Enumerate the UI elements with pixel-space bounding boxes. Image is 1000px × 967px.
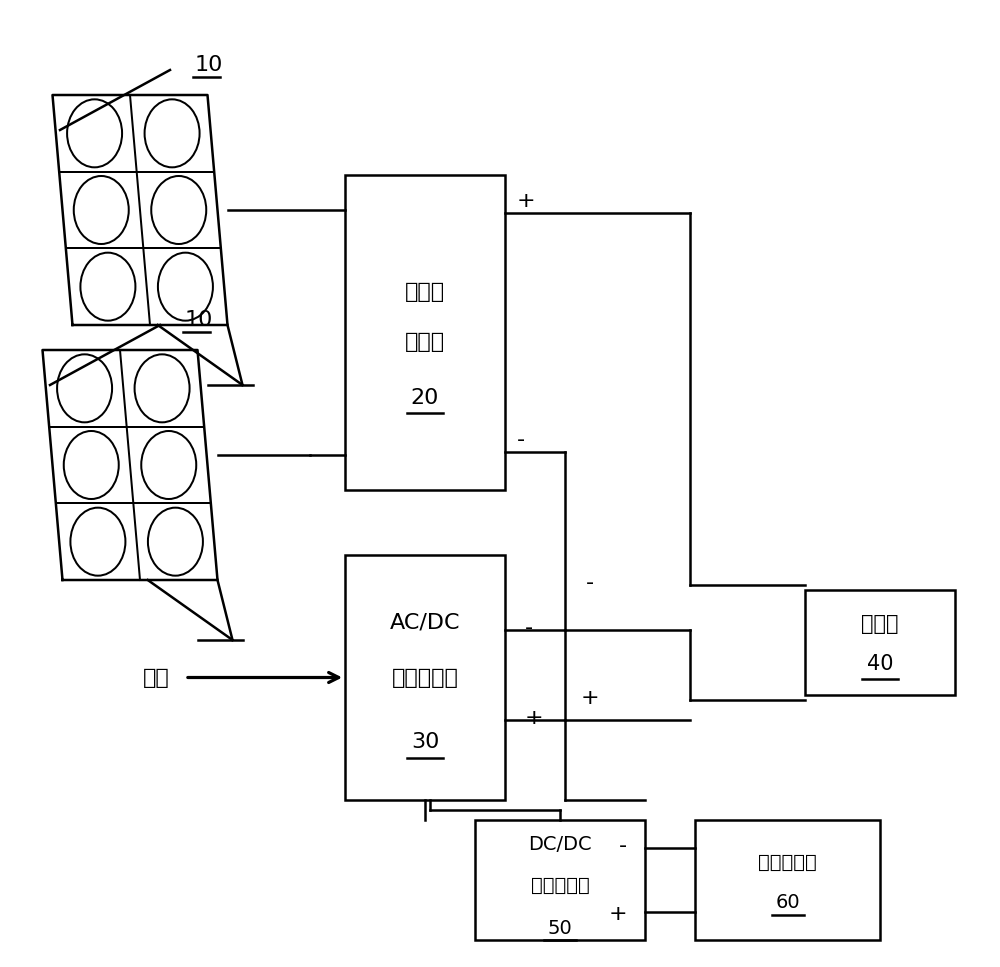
Text: 市电: 市电	[143, 667, 170, 688]
Text: 40: 40	[867, 655, 893, 675]
Text: +: +	[517, 191, 536, 211]
Text: 50: 50	[548, 919, 572, 937]
Bar	[805, 590, 955, 695]
Text: 20: 20	[411, 388, 439, 407]
Bar	[345, 555, 505, 800]
Ellipse shape	[57, 354, 112, 423]
Bar	[695, 820, 880, 940]
Ellipse shape	[74, 176, 129, 244]
Text: 太阳能: 太阳能	[405, 282, 445, 303]
Text: AC/DC: AC/DC	[390, 612, 460, 632]
Text: 10: 10	[185, 310, 213, 330]
Ellipse shape	[64, 431, 119, 499]
Ellipse shape	[80, 252, 135, 321]
Text: +: +	[608, 904, 627, 924]
Text: 10: 10	[195, 55, 223, 75]
Text: -: -	[619, 836, 627, 856]
Text: -: -	[586, 573, 594, 593]
Text: +: +	[525, 708, 544, 728]
Text: 整流控制器: 整流控制器	[392, 667, 458, 688]
Ellipse shape	[158, 252, 213, 321]
Text: 直流充电桩: 直流充电桩	[758, 853, 817, 871]
Ellipse shape	[67, 100, 122, 167]
Text: 逆变控制器: 逆变控制器	[531, 875, 589, 894]
Ellipse shape	[141, 431, 196, 499]
Text: -: -	[525, 618, 533, 638]
Text: -: -	[517, 430, 525, 450]
Ellipse shape	[70, 508, 125, 575]
Bar	[345, 175, 505, 490]
Ellipse shape	[151, 176, 206, 244]
Ellipse shape	[148, 508, 203, 575]
Text: 控制器: 控制器	[405, 333, 445, 353]
Text: DC/DC: DC/DC	[528, 835, 592, 855]
Text: +: +	[581, 688, 599, 708]
Ellipse shape	[145, 100, 200, 167]
Text: 30: 30	[411, 732, 439, 752]
Text: 电池组: 电池组	[861, 614, 899, 634]
Text: 60: 60	[775, 893, 800, 912]
Ellipse shape	[135, 354, 190, 423]
Bar	[475, 820, 645, 940]
